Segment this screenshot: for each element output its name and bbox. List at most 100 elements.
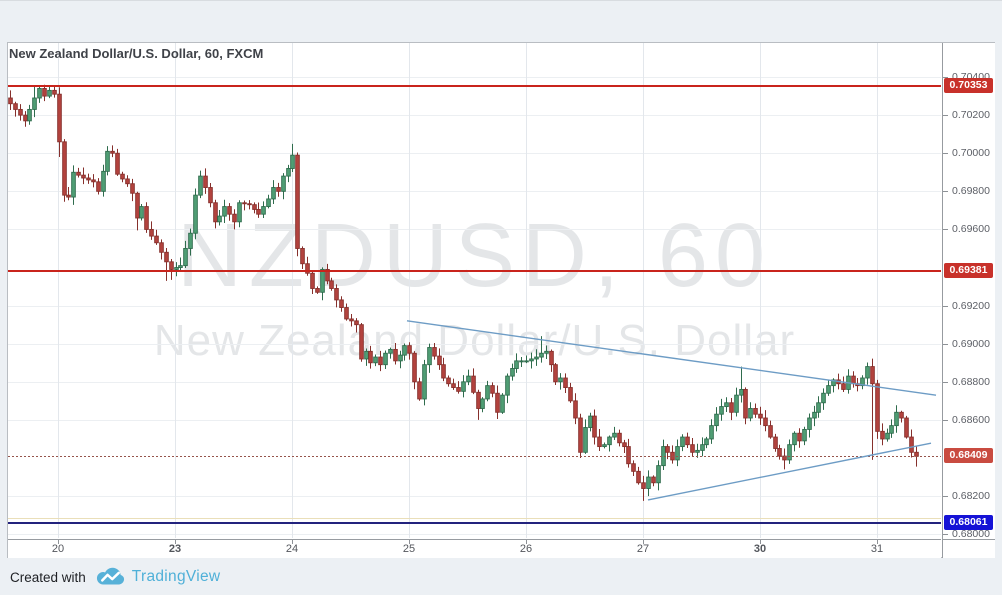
time-tick: [292, 540, 293, 544]
candle-body: [602, 444, 607, 448]
candle-body: [831, 379, 836, 387]
candle-body: [821, 392, 826, 404]
candle-body: [120, 173, 125, 180]
candle-body: [549, 350, 554, 366]
candle-body: [232, 213, 237, 223]
candle-body: [62, 141, 67, 196]
candle-body: [529, 358, 534, 362]
price-tick-label: 0.70000: [943, 146, 995, 160]
candle-body: [768, 425, 773, 438]
candle-body: [646, 476, 651, 489]
candle-body: [261, 206, 266, 215]
candle-body: [510, 368, 515, 377]
candle-body: [792, 432, 797, 446]
candle-body: [773, 436, 778, 449]
candle-body: [665, 446, 670, 453]
candle-body: [880, 430, 885, 440]
candle-body: [364, 350, 369, 360]
candle-body: [680, 436, 685, 448]
candle-body: [222, 206, 227, 217]
candle-body: [271, 187, 276, 200]
candle-body: [432, 347, 437, 357]
candle-body: [904, 417, 909, 438]
candle-body: [578, 417, 583, 453]
candle-body: [592, 415, 597, 438]
candle-body: [558, 377, 563, 383]
candle-body: [573, 400, 578, 419]
candle-body: [812, 411, 817, 419]
candle-body: [739, 388, 744, 396]
candle-body: [885, 432, 890, 440]
time-label-23: 23: [168, 543, 182, 555]
price-tick-label: 0.69800: [943, 184, 995, 198]
candle-body: [456, 387, 461, 392]
candle-body: [914, 451, 919, 457]
candle-body: [505, 375, 510, 396]
candle-body: [169, 261, 174, 270]
candle-body: [597, 436, 602, 448]
candle-body: [485, 385, 490, 400]
candle-body: [37, 88, 42, 99]
candle-body: [178, 265, 183, 268]
candle-body: [495, 392, 500, 413]
candle-body: [626, 446, 631, 465]
price-tick-label: 0.68600: [943, 413, 995, 427]
candle-body: [422, 364, 427, 400]
time-axis[interactable]: 20 23 24 25 26 27 30 31: [8, 539, 941, 558]
candle-body: [714, 413, 719, 427]
candle-body: [300, 248, 305, 265]
candle-body: [135, 192, 140, 219]
tradingview-logo-icon[interactable]: [95, 566, 126, 588]
candle-body: [144, 206, 149, 230]
candle-body: [139, 206, 144, 219]
candle-body: [685, 436, 690, 446]
candle-body: [636, 470, 641, 484]
candle-body: [203, 175, 208, 188]
candle-body: [310, 272, 315, 289]
candle-body: [110, 150, 115, 154]
candle-body: [816, 402, 821, 413]
candle-body: [889, 425, 894, 434]
candle-body: [91, 179, 96, 183]
candle-body: [758, 413, 763, 419]
candle-body: [860, 377, 865, 387]
candle-body: [13, 103, 18, 110]
trendline-lower[interactable]: [647, 442, 932, 501]
candle-body: [763, 417, 768, 427]
candle-body: [700, 444, 705, 451]
time-tick: [175, 540, 176, 544]
candle-body: [729, 402, 734, 413]
candle-body: [101, 170, 106, 192]
candle-body: [320, 268, 325, 293]
candle-body: [519, 360, 524, 363]
footer: Created with TradingView: [0, 558, 1002, 595]
candle-body: [242, 202, 247, 205]
candle-body: [315, 288, 320, 293]
candlestick-canvas[interactable]: [8, 43, 941, 538]
candle-body: [198, 175, 203, 196]
candle-body: [461, 381, 466, 392]
candle-body: [870, 366, 875, 385]
price-axis[interactable]: 0.70400 0.70200 0.70000 0.69800 0.69600 0.692…: [942, 43, 995, 540]
candle-body: [899, 411, 904, 419]
candle-body: [281, 175, 286, 192]
candle-body: [490, 385, 495, 394]
support-1-badge: 0.68061: [944, 515, 993, 530]
candle-body: [208, 187, 213, 204]
candle-body: [305, 263, 310, 274]
candle-body: [607, 436, 612, 446]
candle-body: [388, 348, 393, 354]
time-tick: [643, 540, 644, 544]
candle-body: [115, 152, 120, 175]
candle-body: [787, 444, 792, 461]
candle-body: [651, 476, 656, 484]
candle-body: [656, 465, 661, 484]
candle-body: [802, 428, 807, 442]
tradingview-brand[interactable]: TradingView: [131, 568, 221, 585]
axis-corner: [942, 539, 995, 558]
chart-plot-area[interactable]: NZDUSD, 60 New Zealand Dollar/U.S. Dolla…: [8, 43, 941, 539]
trendline-upper[interactable]: [406, 320, 937, 396]
candle-body: [66, 194, 71, 198]
candle-body: [378, 356, 383, 366]
